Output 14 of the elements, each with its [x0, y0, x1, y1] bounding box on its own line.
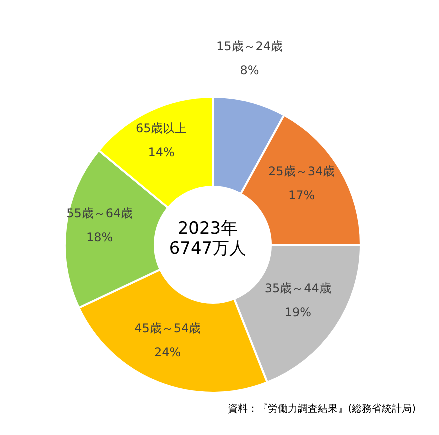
- slice-label: 65歳以上: [136, 121, 188, 136]
- text: 6747万人: [169, 239, 247, 259]
- slice-label: 25歳～34歳: [268, 164, 336, 179]
- text: 2023年: [178, 219, 238, 239]
- slice-label: 35歳～44歳: [264, 281, 332, 296]
- data-label: 18%: [86, 230, 114, 244]
- text: 資料：『労働力調査結果』(総務省統計局): [228, 403, 416, 415]
- slice-label: 45歳～54歳: [134, 321, 202, 336]
- data-label: 19%: [284, 305, 312, 320]
- data-label: 17%: [288, 188, 316, 203]
- data-label: 24%: [154, 345, 182, 360]
- data-label: 8%: [240, 63, 260, 78]
- slice-label: 15歳～24歳: [216, 39, 284, 54]
- data-label: 14%: [148, 145, 175, 160]
